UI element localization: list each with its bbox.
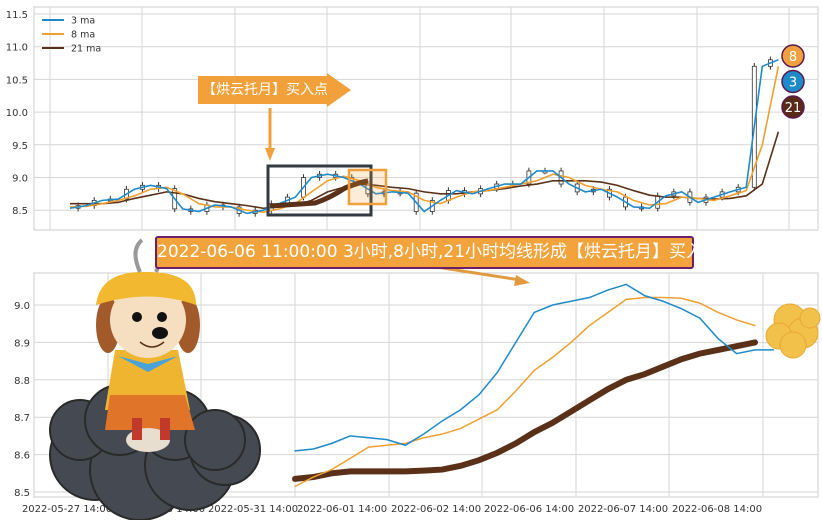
banner-arrow-head bbox=[514, 275, 530, 286]
down-arrow-head bbox=[265, 148, 275, 161]
bottom-y-tick-label: 8.7 bbox=[14, 413, 30, 424]
bottom-x-tick-label: 2022-06-07 14:00 bbox=[578, 504, 668, 515]
bottom-y-tick-label: 8.8 bbox=[14, 376, 30, 387]
highlight-ma21-segment bbox=[269, 178, 369, 209]
dog-eye bbox=[157, 312, 167, 322]
buy-point-callout: 【烘云托月】买入点 bbox=[198, 76, 328, 104]
top-y-tick-label: 8.5 bbox=[12, 206, 28, 217]
bottom-y-tick-label: 8.6 bbox=[14, 451, 30, 462]
dog-leg bbox=[132, 418, 142, 440]
ma-badge-3 bbox=[781, 69, 805, 94]
top-y-tick-label: 9.0 bbox=[12, 174, 28, 185]
bottom-y-tick-label: 8.5 bbox=[14, 488, 30, 499]
top-legend-label: 21 ma bbox=[71, 44, 101, 55]
bottom-series-line-MA8 bbox=[294, 296, 756, 488]
top-y-tick-label: 10.0 bbox=[6, 108, 28, 119]
top-y-tick-label: 11.5 bbox=[6, 10, 28, 21]
bottom-x-tick-label: 2022-05-27 14:00 bbox=[22, 504, 112, 515]
moon-puff bbox=[779, 331, 807, 359]
ma-badge-label: 21 bbox=[785, 101, 802, 116]
dog-head bbox=[110, 282, 186, 358]
ma-badge-8 bbox=[781, 44, 805, 68]
bottom-x-tick-label: 2022-05-31 14:00 bbox=[208, 504, 298, 515]
top-series-line-21ma bbox=[70, 131, 780, 210]
ma-badge-label: 3 bbox=[789, 76, 797, 91]
bottom-y-tick-label: 9.0 bbox=[14, 301, 30, 312]
top-series-line-3ma bbox=[69, 59, 779, 215]
dog-mouth bbox=[139, 341, 165, 348]
gold-moon-illustration bbox=[765, 303, 821, 359]
dog-leg bbox=[160, 418, 170, 440]
dog-on-cloud-illustration bbox=[49, 238, 261, 520]
dog-eye bbox=[132, 312, 142, 322]
top-legend-label: 3 ma bbox=[71, 16, 95, 27]
top-plot-area bbox=[33, 6, 819, 231]
top-legend-label: 8 ma bbox=[71, 30, 95, 41]
bottom-series-line-MA21 bbox=[292, 339, 758, 482]
top-y-tick-label: 9.5 bbox=[12, 141, 28, 152]
dog-nose bbox=[152, 327, 168, 339]
top-y-tick-label: 11.0 bbox=[6, 43, 28, 54]
bottom-x-tick-label: 2022-06-08 14:00 bbox=[672, 504, 762, 515]
top-y-tick-label: 10.5 bbox=[6, 75, 28, 86]
top-series-line-8ma bbox=[69, 66, 780, 213]
signal-banner: 2022-06-06 11:00:00 3小时,8小时,21小时均线形成【烘云托… bbox=[155, 236, 720, 269]
crossover-highlight-box bbox=[347, 168, 388, 206]
dog-skirt bbox=[105, 395, 195, 430]
ma-badge-label: 8 bbox=[789, 50, 797, 65]
moon-puff bbox=[799, 307, 821, 329]
dog-hat bbox=[96, 271, 196, 305]
callout-arrow-head bbox=[327, 73, 351, 107]
signal-highlight-box bbox=[266, 164, 373, 217]
bottom-x-tick-label: 2022-06-06 14:00 bbox=[484, 504, 574, 515]
bottom-y-tick-label: 8.9 bbox=[14, 338, 30, 349]
bottom-x-tick-label: 2022-06-01 14:00 bbox=[297, 504, 387, 515]
bottom-series-line-MA3 bbox=[294, 283, 775, 452]
ma-badge-21 bbox=[781, 95, 805, 119]
bottom-x-tick-label: 2022-06-02 14:00 bbox=[391, 504, 481, 515]
dog-scarf bbox=[118, 356, 178, 372]
cloud-puff bbox=[184, 409, 246, 471]
